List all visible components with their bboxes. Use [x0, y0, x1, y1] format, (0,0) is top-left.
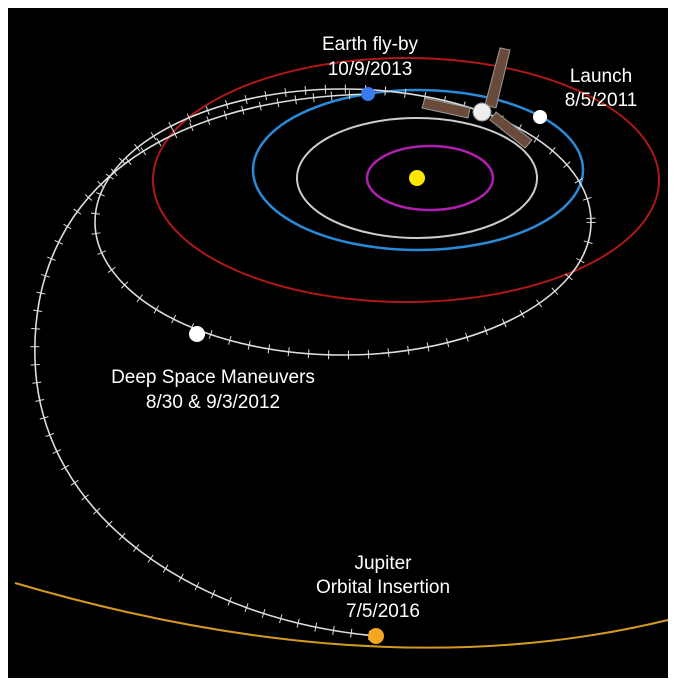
event-label: Jupiter [354, 553, 412, 574]
trajectory-diagram: Earth fly-by 10/9/2013 Launch 8/5/2011 D… [0, 0, 673, 686]
jupiter-marker [368, 628, 384, 644]
earth-flyby-marker [361, 87, 375, 101]
sun [409, 170, 425, 186]
spacecraft-body [473, 103, 491, 121]
event-label: Earth fly-by [322, 34, 419, 55]
maneuver-marker [189, 326, 205, 342]
event-date: 10/9/2013 [328, 59, 413, 80]
event-label: Launch [570, 66, 632, 87]
page: Earth fly-by 10/9/2013 Launch 8/5/2011 D… [0, 0, 673, 686]
event-date: 8/5/2011 [565, 90, 638, 111]
event-label: Orbital Insertion [316, 577, 450, 598]
event-date: 8/30 & 9/3/2012 [146, 392, 280, 413]
event-date: 7/5/2016 [346, 601, 420, 622]
event-label: Deep Space Maneuvers [111, 367, 315, 388]
launch-marker [533, 110, 547, 124]
